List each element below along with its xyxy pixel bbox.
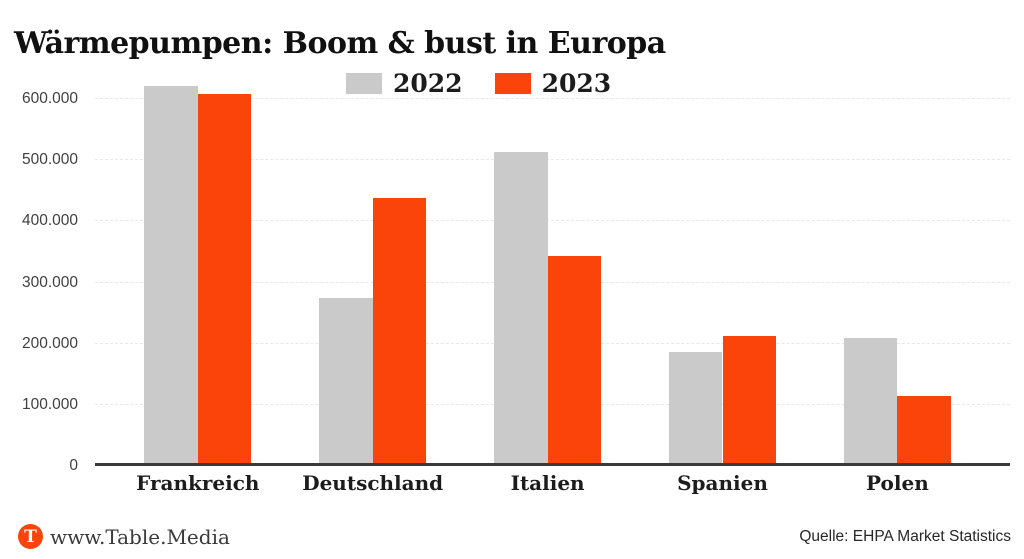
bar-2023-spanien [722,336,776,466]
y-tick-label-0: 0 [69,457,78,474]
legend-item-2022: 2022 [346,69,463,98]
bar-2023-italien [547,255,601,466]
y-tick-label-100.000: 100.000 [21,395,78,413]
y-tick-label-500.000: 500.000 [21,151,78,169]
x-axis-labels: Frankreich Deutschland Italien Spanien Polen [95,471,1010,499]
legend-swatch-2023-icon [494,73,531,94]
bar-2022-deutschland [319,297,373,466]
x-axis-line [95,463,1010,466]
footer: T www.Table.Media Quelle: EHPA Market St… [0,517,1024,549]
x-axis-label-spanien: Spanien [677,471,768,495]
y-tick-label-400.000: 400.000 [21,212,78,230]
legend-swatch-2022-icon [346,73,382,94]
x-axis-label-polen: Polen [866,471,929,495]
source-text: Quelle: EHPA Market Statistics [799,528,1011,545]
plot-area [95,80,1010,466]
brand-url-text: www.Table.Media [50,524,230,549]
y-axis: 0 100.000 200.000 300.000 400.000 500.000 600.… [0,80,78,474]
bar-2023-frankreich [197,93,252,466]
bar-2022-italien [494,152,548,466]
legend: 2022 2023 [346,69,611,98]
gridline-600.000 [95,98,1010,99]
gridline-500.000 [95,159,1010,161]
brand: T www.Table.Media [18,524,230,549]
table-media-logo-icon: T [18,524,43,549]
x-axis-label-deutschland: Deutschland [302,471,444,495]
bar-2022-spanien [669,351,723,466]
page-title: Wärmepumpen: Boom & bust in Europa [14,26,666,62]
legend-item-2023: 2023 [494,69,612,98]
bar-2023-deutschland [372,198,427,466]
x-axis-label-frankreich: Frankreich [136,471,260,495]
bar-2022-polen [844,338,898,466]
x-axis-label-italien: Italien [510,471,585,495]
bar-2023-polen [897,396,951,466]
bar-2022-frankreich [144,86,198,466]
legend-label-2023: 2023 [541,69,612,98]
legend-label-2022: 2022 [393,69,463,98]
y-tick-label-200.000: 200.000 [21,334,78,352]
y-tick-label-600.000: 600.000 [21,90,78,107]
y-tick-label-300.000: 300.000 [21,273,78,291]
gridline-400.000 [95,220,1010,222]
